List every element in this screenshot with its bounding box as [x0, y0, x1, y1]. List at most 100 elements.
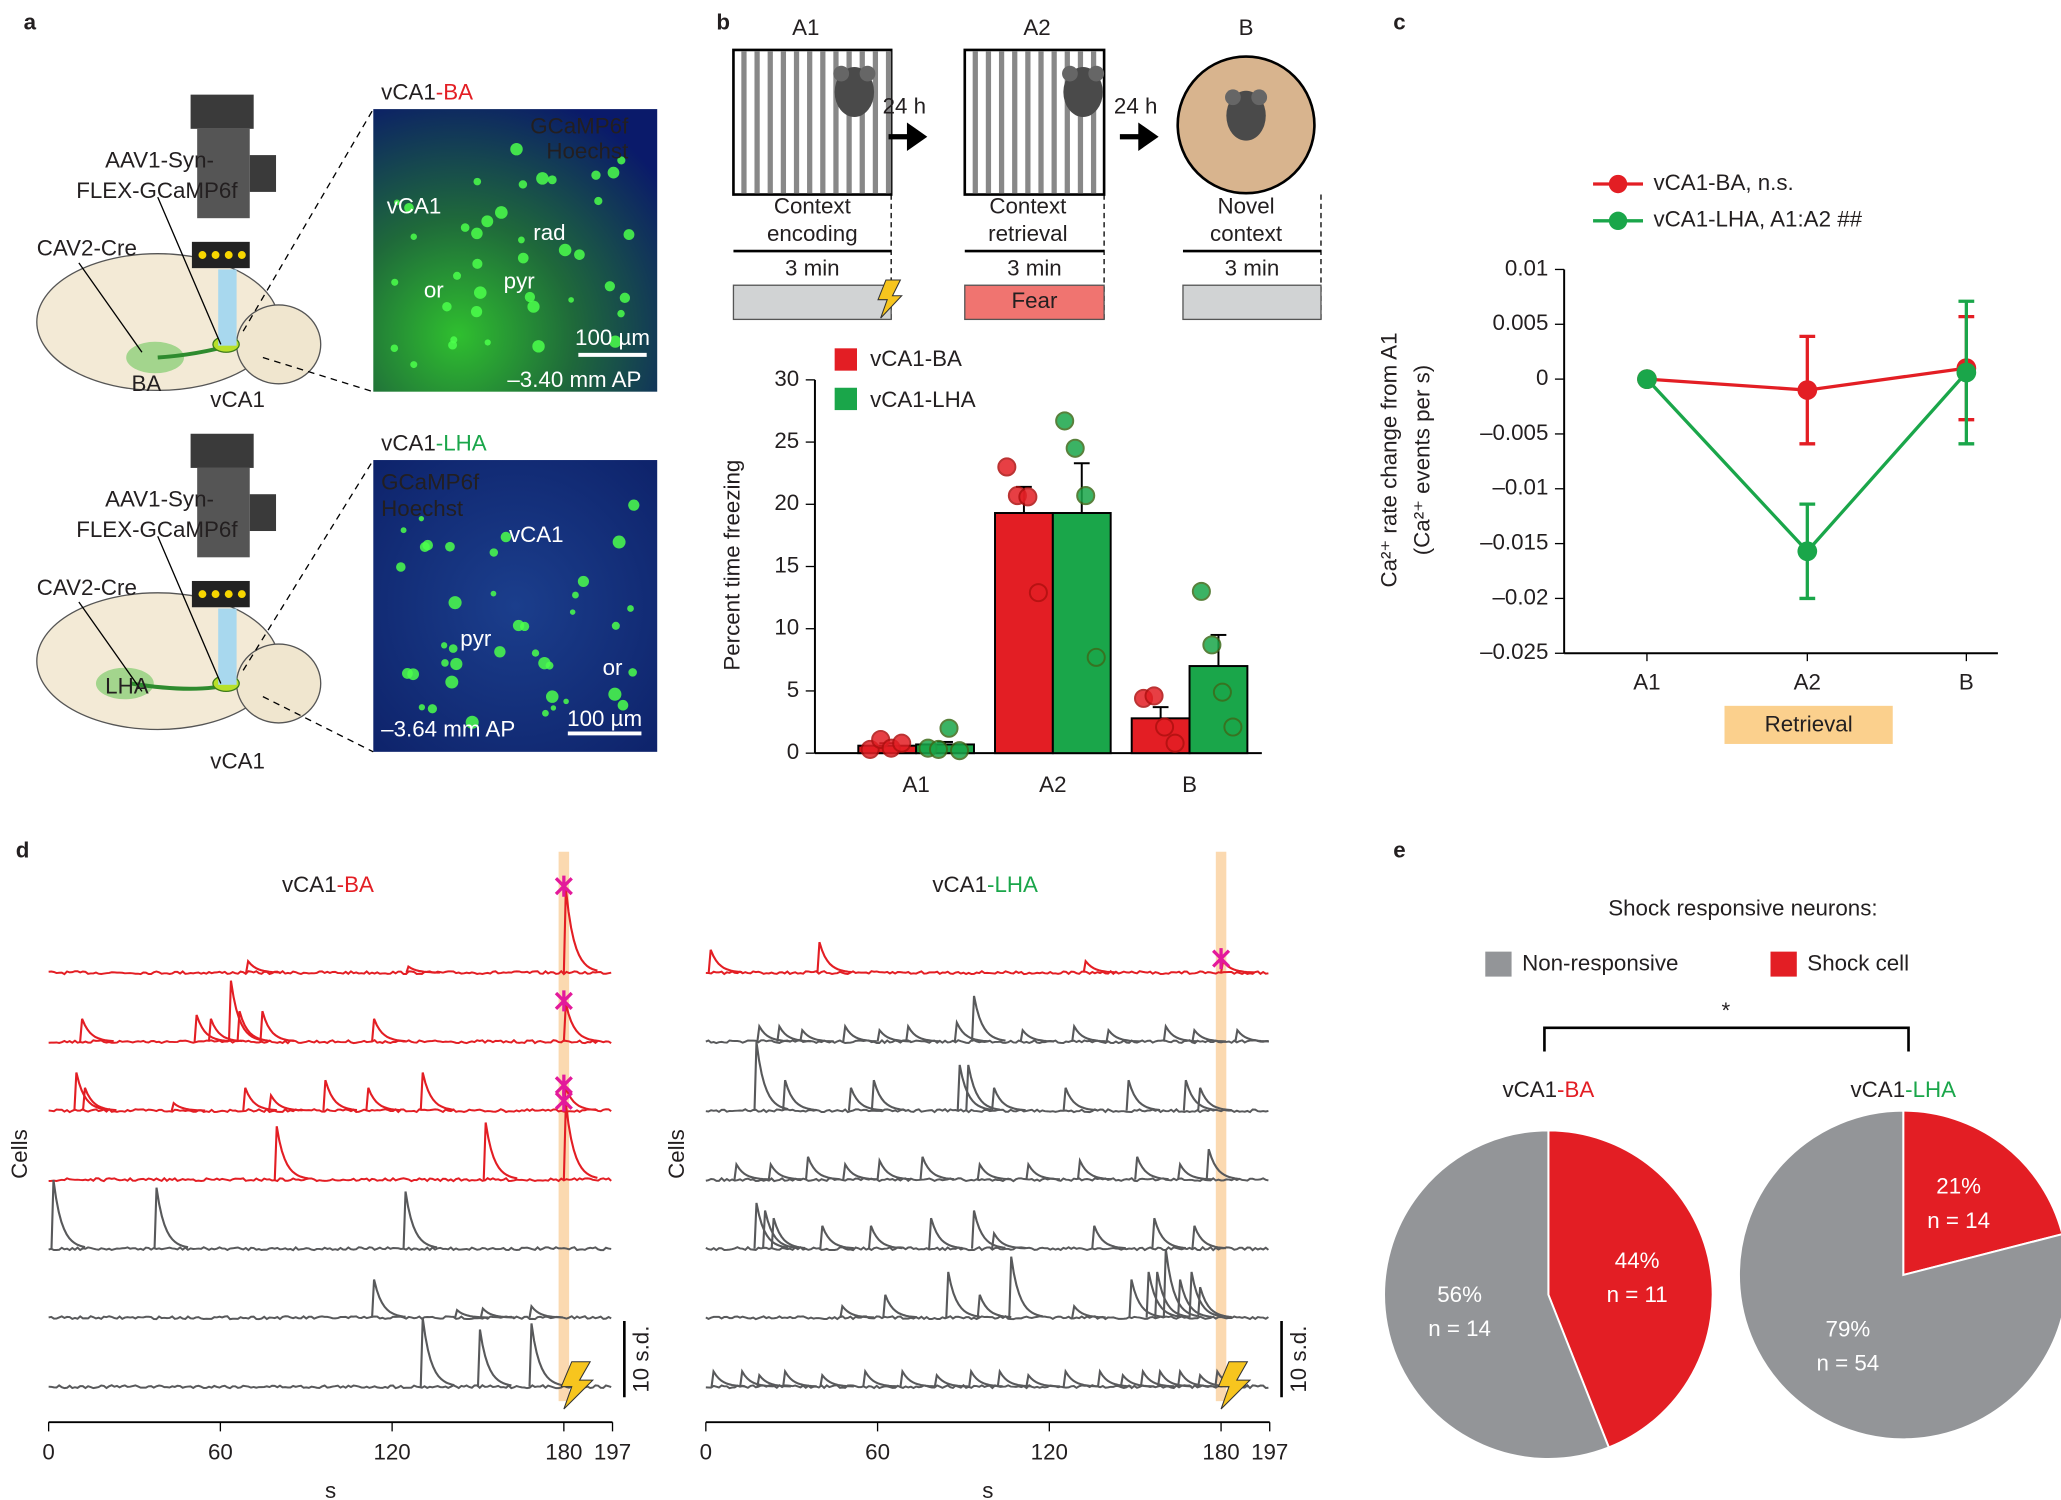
calcium-event [991, 1087, 1026, 1112]
calcium-event [528, 1303, 564, 1319]
cell [569, 609, 576, 615]
calcium-event [756, 1023, 791, 1043]
shock-bolt [877, 279, 903, 319]
calcium-event [81, 1087, 117, 1112]
calcium-event [242, 1087, 277, 1112]
zoom-line [242, 459, 374, 671]
y-axis-label: Cells [664, 1129, 689, 1179]
calcium-event [707, 949, 743, 974]
x-tick-label: 0 [700, 1440, 712, 1465]
y-tick-label: 30 [774, 366, 799, 391]
retro-label: CAV2-Cre [37, 236, 137, 261]
session-bar [1182, 284, 1322, 321]
duration: 3 min [1007, 255, 1062, 280]
calcium-event [928, 1217, 963, 1250]
y-tick-label: –0.01 [1493, 475, 1549, 500]
panel-label: e [1393, 838, 1405, 863]
calcium-event [1139, 1368, 1175, 1388]
image-title-part: -LHA [436, 430, 487, 455]
injection [95, 667, 154, 700]
pie-slice [1902, 1109, 2061, 1277]
y-tick-label: 0 [787, 739, 799, 764]
stain-label: GCaMP6f [381, 470, 480, 495]
calcium-event [862, 1368, 897, 1388]
calcium-event [776, 1023, 811, 1043]
context-desc: Context [989, 194, 1067, 219]
panel-label: c [1393, 10, 1405, 35]
region-label: pyr [460, 626, 492, 651]
micrograph [373, 460, 658, 752]
mouse-ear [1251, 89, 1268, 106]
cell [591, 170, 601, 180]
led [198, 251, 207, 259]
calcium-event [322, 1079, 358, 1112]
legend-label: vCA1-BA, n.s. [1654, 170, 1794, 195]
cell [465, 715, 479, 729]
calcium-event [842, 1023, 877, 1043]
calcium-event [767, 1161, 803, 1181]
x-tick-label: 0 [42, 1440, 54, 1465]
zoom-line [262, 696, 374, 753]
calcium-event [1071, 1303, 1106, 1319]
calcium-event [842, 1161, 877, 1181]
x-tick-label: A2 [1794, 669, 1821, 694]
cell [471, 227, 483, 240]
x-tick-label: 120 [373, 1440, 410, 1465]
cell [419, 541, 430, 552]
trace-baseline [48, 1038, 612, 1045]
trace-baseline [48, 1384, 612, 1390]
calcium-event [371, 1018, 406, 1043]
annotation: Retrieval [1765, 711, 1853, 736]
y-axis-label: (Ca²⁺ events per s) [1409, 365, 1434, 555]
image-title: vCA1-BA [381, 79, 473, 104]
calcium-event [1188, 1271, 1224, 1318]
cell [574, 249, 585, 260]
x-tick-label: 60 [865, 1440, 890, 1465]
calcium-event [267, 1092, 303, 1112]
trace-title-part: -BA [337, 872, 374, 897]
calcium-event [965, 1064, 1001, 1111]
pie-value-label: 56% [1437, 1282, 1482, 1307]
calcium-event [1197, 1286, 1232, 1319]
interval: 24 h [1114, 94, 1157, 119]
cell [519, 621, 530, 632]
data-point [1155, 717, 1175, 737]
beam [218, 608, 237, 685]
legend-marker [1608, 211, 1628, 231]
cell [472, 258, 483, 269]
calcium-event [1191, 1027, 1227, 1043]
calcium-event [1162, 1248, 1198, 1318]
image-title-part: vCA1 [381, 430, 436, 455]
session-bar [964, 284, 1105, 321]
calcium-event [1025, 1161, 1060, 1181]
y-tick-label: 15 [774, 552, 799, 577]
calcium-event [770, 1217, 806, 1250]
region-label: or [603, 655, 623, 680]
mouse-ear [859, 65, 876, 82]
calcium-event [1091, 1225, 1126, 1250]
led [224, 590, 233, 599]
cell [448, 596, 462, 610]
cell [550, 705, 557, 711]
cell [531, 649, 540, 657]
panel-label: b [716, 10, 730, 35]
calcium-event [956, 1064, 992, 1111]
cell [445, 675, 459, 689]
panel-e-title: Shock responsive neurons: [1608, 895, 1877, 920]
stain-label: Hoechst [381, 496, 464, 521]
trace-title: vCA1-LHA [932, 872, 1038, 897]
led [224, 251, 233, 259]
data-point [928, 739, 949, 759]
fear-label: Fear [1011, 288, 1057, 313]
pie-count-label: n = 14 [1428, 1316, 1491, 1341]
calcium-event [733, 1161, 769, 1181]
context-label: A2 [1023, 15, 1050, 40]
cell [453, 271, 462, 280]
marker [1797, 380, 1818, 400]
panel-label: d [16, 838, 30, 863]
calcium-event [976, 1294, 1012, 1319]
cell [607, 166, 620, 179]
data-point [1065, 438, 1085, 458]
calcium-event [371, 1279, 406, 1318]
